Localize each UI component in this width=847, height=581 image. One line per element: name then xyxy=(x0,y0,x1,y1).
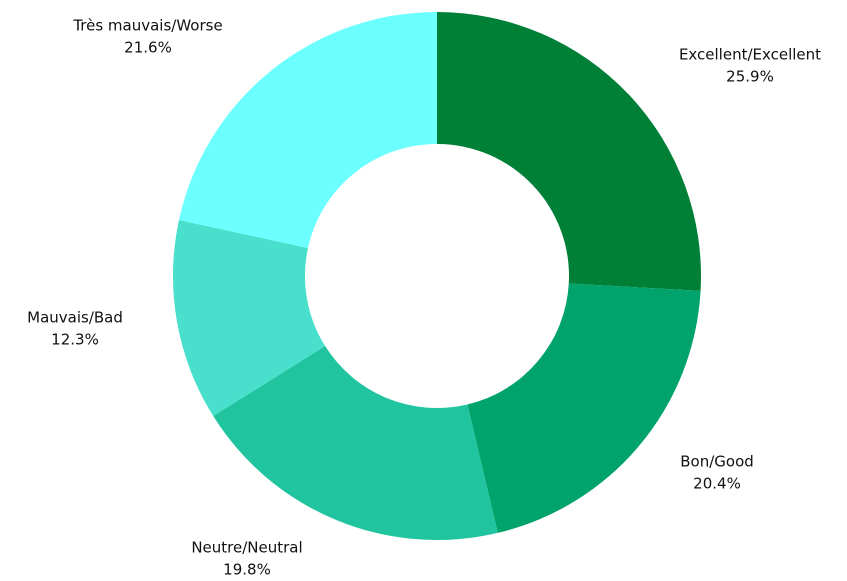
slice-value-label: 20.4% xyxy=(693,475,741,493)
slice-label: Très mauvais/Worse xyxy=(72,17,222,35)
slice-value-label: 25.9% xyxy=(726,68,774,86)
slice-value-label: 21.6% xyxy=(124,39,172,57)
donut-slice xyxy=(437,12,701,291)
slice-label: Neutre/Neutral xyxy=(191,539,302,557)
donut-slice xyxy=(179,12,437,249)
slice-label: Excellent/Excellent xyxy=(679,46,821,64)
slice-label: Bon/Good xyxy=(680,453,754,471)
donut-slice xyxy=(213,346,498,540)
slice-value-label: 19.8% xyxy=(223,561,271,579)
slice-label: Mauvais/Bad xyxy=(27,309,123,327)
donut-slice xyxy=(173,220,326,417)
slice-value-label: 12.3% xyxy=(51,331,99,349)
donut-slice xyxy=(467,283,701,533)
